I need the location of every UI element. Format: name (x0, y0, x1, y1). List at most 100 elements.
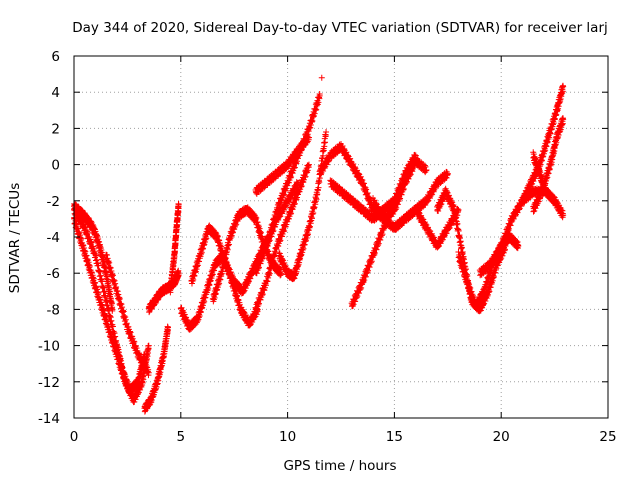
data-point (175, 201, 182, 208)
data-point (118, 365, 125, 372)
data-point (122, 313, 129, 320)
data-point (93, 252, 100, 259)
data-point (144, 353, 151, 360)
data-point (121, 371, 128, 378)
data-point (113, 284, 120, 291)
data-point (104, 276, 111, 283)
data-point (82, 248, 89, 255)
series-track-8 (177, 250, 261, 333)
data-point (209, 271, 216, 278)
data-point (145, 342, 152, 349)
data-point (88, 269, 95, 276)
data-point (90, 275, 97, 282)
data-point (205, 285, 212, 292)
data-point (90, 243, 97, 250)
data-point (159, 360, 166, 367)
data-point (86, 233, 93, 240)
data-point (111, 277, 118, 284)
data-point (73, 221, 80, 228)
series-track-4 (103, 251, 152, 379)
data-point (125, 323, 132, 330)
data-point (116, 294, 123, 301)
data-point (109, 334, 116, 341)
data-point (181, 311, 188, 318)
data-point (175, 270, 182, 277)
data-point (109, 337, 116, 344)
data-point (197, 309, 204, 316)
data-point (117, 361, 124, 368)
data-point (135, 389, 142, 396)
data-point (192, 321, 199, 328)
data-point (98, 246, 105, 253)
data-point (178, 304, 185, 311)
data-point (116, 295, 123, 302)
data-point (92, 252, 99, 259)
data-point (87, 238, 94, 245)
data-point (132, 396, 139, 403)
data-point (92, 279, 99, 286)
data-point (118, 364, 125, 371)
data-point (99, 302, 106, 309)
data-point (120, 307, 127, 314)
data-point (97, 268, 104, 275)
data-point (75, 228, 82, 235)
data-point (126, 328, 133, 335)
data-point (103, 317, 110, 324)
data-point (127, 329, 134, 336)
data-point (95, 262, 102, 269)
data-point (96, 296, 103, 303)
data-point (109, 306, 116, 313)
data-point (105, 323, 112, 330)
data-point (131, 338, 138, 345)
data-point (79, 241, 86, 248)
data-point (106, 288, 113, 295)
data-point (107, 291, 114, 298)
data-point (84, 229, 91, 236)
data-point (83, 252, 90, 259)
data-point (137, 386, 144, 393)
data-point (106, 259, 113, 266)
data-point (95, 290, 102, 297)
data-point (207, 278, 214, 285)
data-point (107, 314, 114, 321)
data-point (86, 262, 93, 269)
grid-lines (74, 56, 608, 418)
data-point (130, 338, 137, 345)
data-point (88, 239, 95, 246)
data-point (154, 380, 161, 387)
data-point (78, 235, 85, 242)
data-point (114, 351, 121, 358)
data-point (100, 306, 107, 313)
data-point (101, 310, 108, 317)
data-point (112, 344, 119, 351)
data-point (114, 288, 121, 295)
data-point (85, 259, 92, 266)
data-point (120, 308, 127, 315)
data-point (145, 366, 152, 373)
data-point (102, 292, 109, 299)
data-point (206, 281, 213, 288)
data-point (198, 305, 205, 312)
data-point (118, 301, 125, 308)
data-point (123, 320, 130, 327)
data-point (126, 384, 133, 391)
data-point (188, 325, 195, 332)
data-point (116, 357, 123, 364)
series-track-13 (263, 92, 323, 249)
data-point (202, 294, 209, 301)
data-point (201, 298, 208, 305)
data-point (210, 267, 217, 274)
data-point (92, 283, 99, 290)
data-point (97, 296, 104, 303)
data-point (164, 324, 171, 331)
data-marks (71, 74, 567, 415)
data-point (84, 256, 91, 263)
data-point (96, 268, 103, 275)
data-point (143, 363, 150, 370)
data-point (91, 248, 98, 255)
data-point (145, 369, 152, 376)
data-point (107, 264, 114, 271)
data-point (322, 139, 329, 146)
data-point (109, 271, 116, 278)
